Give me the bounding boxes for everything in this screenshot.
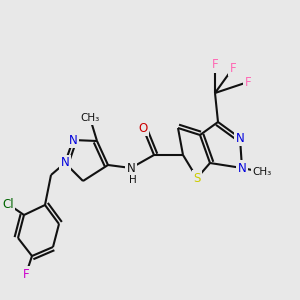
Text: O: O [138, 122, 148, 134]
Text: N: N [127, 161, 135, 175]
Text: F: F [212, 58, 218, 71]
Text: N: N [238, 161, 246, 175]
Text: H: H [129, 175, 137, 185]
Text: S: S [193, 172, 201, 184]
Text: CH₃: CH₃ [80, 113, 100, 123]
Text: Cl: Cl [2, 197, 14, 211]
Text: N: N [61, 157, 69, 169]
Text: N: N [69, 134, 77, 146]
Text: F: F [245, 76, 251, 88]
Text: F: F [23, 268, 29, 281]
Text: N: N [236, 131, 244, 145]
Text: CH₃: CH₃ [252, 167, 272, 177]
Text: F: F [230, 61, 236, 74]
